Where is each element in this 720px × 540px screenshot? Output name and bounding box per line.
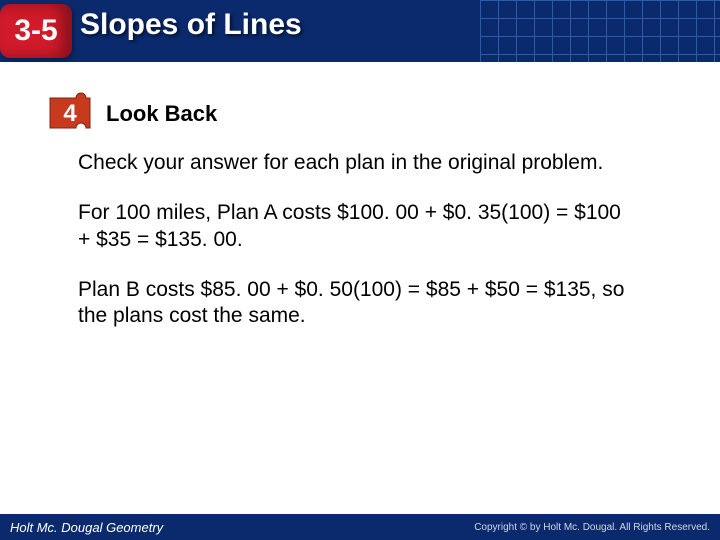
slide: 3-5 Slopes of Lines 4 Look Back Check yo… — [0, 0, 720, 540]
puzzle-piece-icon: 4 — [46, 92, 94, 136]
header-grid-decoration — [480, 0, 720, 62]
body-paragraph: Check your answer for each plan in the o… — [78, 150, 638, 176]
slide-body: 4 Look Back Check your answer for each p… — [0, 62, 720, 329]
step-number: 4 — [63, 100, 76, 128]
body-paragraph: Plan B costs $85. 00 + $0. 50(100) = $85… — [78, 277, 638, 330]
section-number: 3-5 — [14, 14, 57, 48]
footer-copyright: Copyright © by Holt Mc. Dougal. All Righ… — [474, 522, 710, 533]
body-paragraph: For 100 miles, Plan A costs $100. 00 + $… — [78, 200, 638, 253]
slide-header: 3-5 Slopes of Lines — [0, 0, 720, 62]
slide-footer: Holt Mc. Dougal Geometry Copyright © by … — [0, 514, 720, 540]
footer-brand: Holt Mc. Dougal Geometry — [10, 520, 163, 535]
step-title: Look Back — [106, 101, 217, 127]
slide-title: Slopes of Lines — [80, 8, 302, 42]
step-header: 4 Look Back — [46, 92, 670, 136]
section-number-badge: 3-5 — [0, 4, 72, 58]
